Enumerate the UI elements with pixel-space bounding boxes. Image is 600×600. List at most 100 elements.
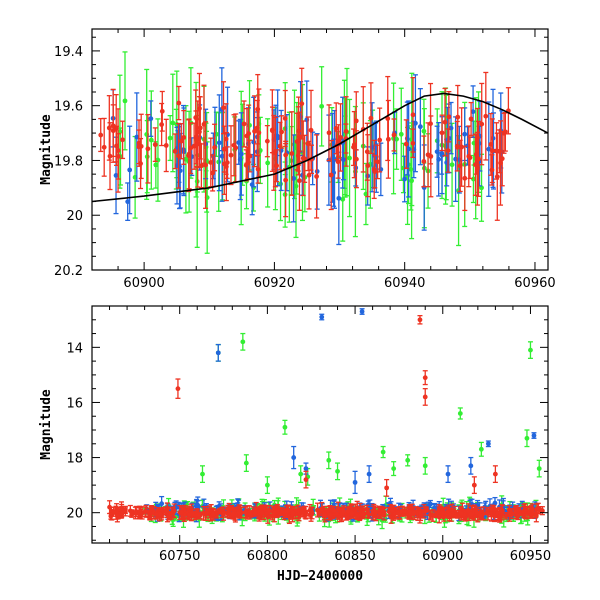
data-point	[485, 440, 491, 448]
data-point	[199, 465, 205, 484]
data-point	[354, 512, 360, 520]
data-point	[122, 51, 128, 151]
data-point	[136, 129, 142, 165]
data-point	[236, 120, 242, 165]
data-point	[445, 465, 451, 484]
data-point	[163, 118, 169, 173]
data-point	[422, 370, 428, 386]
data-point	[274, 505, 280, 519]
data-point	[412, 74, 418, 173]
data-point	[167, 115, 173, 162]
data-point	[470, 85, 476, 139]
data-point	[335, 462, 341, 481]
data-point	[478, 441, 484, 457]
data-point	[347, 98, 353, 218]
data-point	[428, 115, 434, 198]
data-point	[101, 117, 107, 177]
data-point	[479, 82, 485, 166]
bottom-panel: 60750 60800 60850 60900 60950 14 16 18 20 Magnitu…	[39, 305, 551, 584]
data-point	[372, 154, 378, 189]
data-point	[527, 341, 533, 360]
data-point	[129, 509, 135, 517]
data-point	[486, 101, 492, 197]
bottom-plot-area	[107, 308, 545, 530]
x-tick-label: 60900	[123, 276, 164, 291]
data-point	[298, 465, 304, 484]
data-point	[421, 504, 427, 519]
y-tick-label: 19.4	[54, 45, 83, 60]
data-point	[191, 122, 197, 170]
data-point	[379, 506, 385, 513]
data-point	[300, 120, 306, 197]
data-point	[494, 132, 500, 221]
data-point	[442, 87, 448, 157]
data-point	[331, 505, 337, 515]
data-point	[391, 118, 397, 152]
data-point	[319, 313, 325, 321]
data-point	[457, 407, 463, 420]
data-point	[471, 476, 477, 495]
data-point	[327, 509, 333, 520]
data-point	[176, 122, 182, 189]
data-point	[472, 133, 478, 196]
data-point	[502, 111, 508, 152]
data-point	[152, 127, 158, 163]
data-point	[266, 504, 272, 516]
x-tick-label: 60920	[254, 276, 295, 291]
data-point	[272, 116, 278, 188]
data-point	[410, 76, 416, 153]
data-point	[439, 506, 445, 519]
x-tick-label: 60900	[422, 549, 463, 564]
data-point	[230, 508, 236, 520]
data-point	[107, 500, 113, 515]
data-point	[488, 112, 494, 176]
data-point	[291, 445, 297, 470]
data-point	[522, 503, 528, 515]
data-point	[477, 511, 483, 521]
data-point	[107, 122, 113, 191]
data-point	[175, 378, 181, 399]
x-tick-label: 60850	[334, 549, 375, 564]
data-point	[303, 470, 309, 489]
data-point	[186, 118, 192, 190]
data-point	[195, 509, 201, 520]
data-point	[465, 503, 471, 518]
data-point	[455, 512, 461, 519]
data-point	[436, 510, 442, 524]
data-point	[402, 155, 408, 203]
data-point	[176, 85, 182, 121]
data-point	[231, 114, 237, 177]
data-point	[145, 113, 151, 184]
x-tick-label: 60800	[247, 549, 288, 564]
data-point	[395, 509, 401, 518]
data-point	[122, 505, 128, 515]
data-point	[247, 510, 253, 518]
y-tick-label: 19.8	[54, 154, 83, 169]
data-point	[246, 104, 252, 163]
data-point	[398, 87, 404, 181]
y-tick-label: 16	[66, 396, 83, 411]
data-point	[524, 429, 530, 448]
top-panel: 60900 60920 60940 60960 19.4 19.6 19.8 20 20.2 Ma…	[39, 28, 556, 291]
data-point	[316, 509, 322, 516]
data-point	[499, 130, 505, 187]
data-point	[186, 508, 192, 521]
y-tick-label: 18	[66, 452, 83, 467]
data-point	[216, 94, 222, 192]
data-point	[529, 503, 535, 516]
data-point	[120, 120, 126, 160]
data-point	[212, 123, 218, 172]
data-point	[299, 506, 305, 517]
data-point	[368, 82, 374, 155]
data-point	[148, 100, 154, 137]
data-point	[341, 505, 347, 517]
data-point	[314, 134, 320, 219]
data-point	[503, 512, 509, 520]
x-tick-label: 60950	[510, 549, 551, 564]
data-point	[492, 465, 498, 484]
data-point	[243, 454, 249, 472]
data-point	[272, 508, 278, 518]
data-point	[428, 511, 434, 519]
data-point	[295, 139, 301, 172]
data-point	[127, 125, 133, 215]
